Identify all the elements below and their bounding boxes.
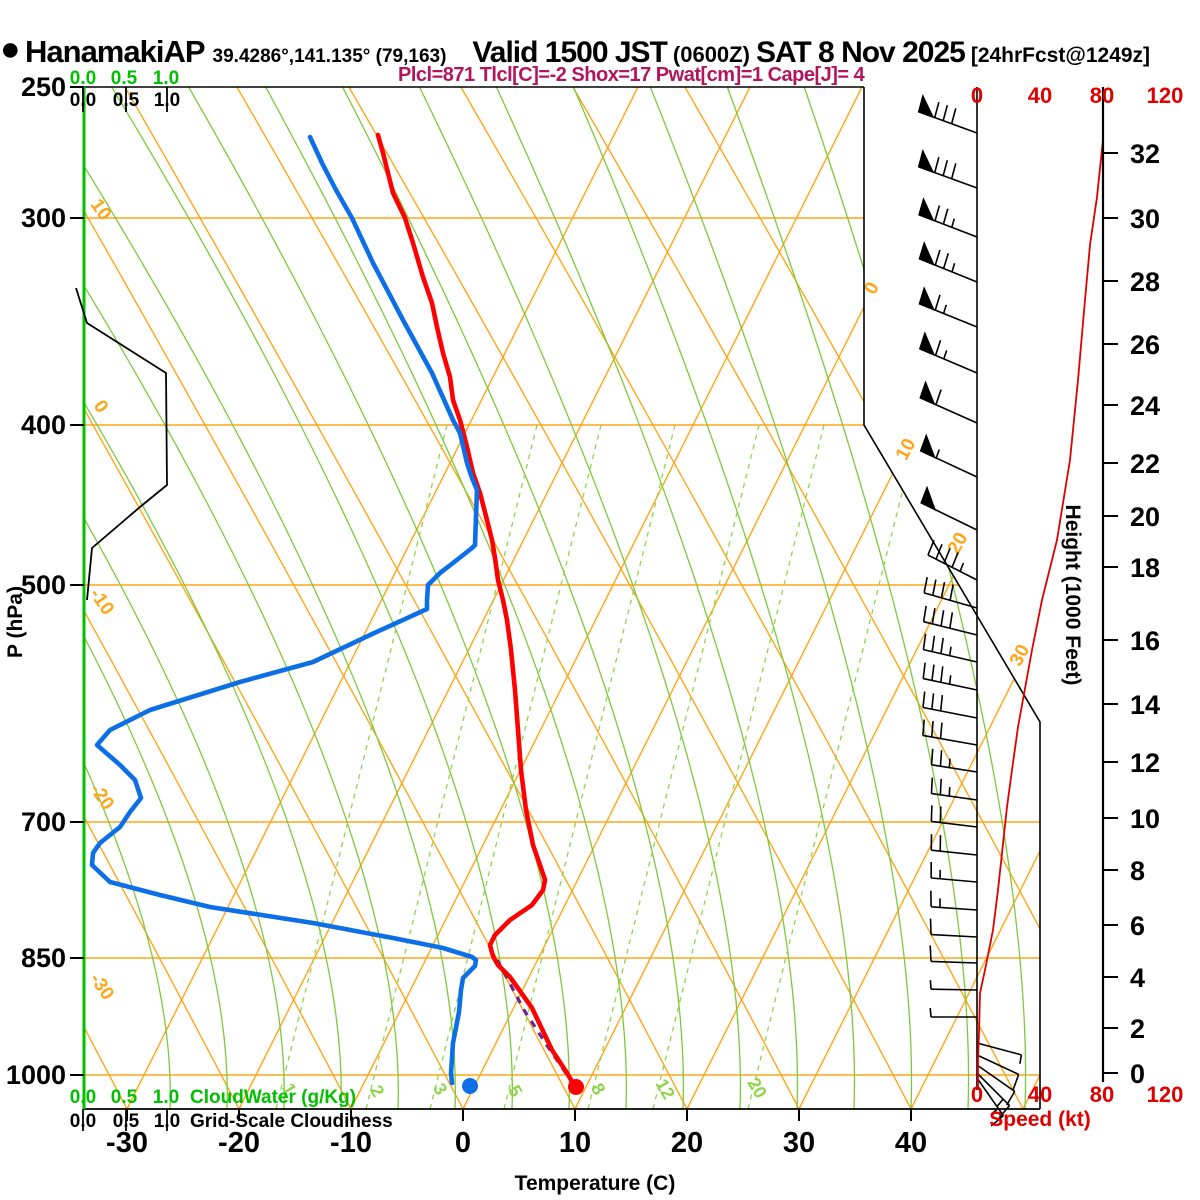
cloud-scales: 0.00.00.00.00.50.50.50.51.01.01.01.0Clou… (70, 68, 393, 1132)
pressure-tick-label: 300 (21, 203, 66, 233)
speed-tick-label-bottom: 80 (1090, 1082, 1114, 1107)
svg-text:0.0: 0.0 (70, 1087, 96, 1108)
svg-text:1.0: 1.0 (153, 68, 179, 89)
speed-tick-label-top: 0 (971, 83, 983, 108)
cloudiness-axis-title: Grid-Scale Cloudiness (190, 1111, 393, 1132)
temperature-tick-label: -20 (218, 1127, 260, 1159)
svg-text:3: 3 (429, 1080, 451, 1099)
plot-frame (82, 86, 1041, 1110)
height-tick-label: 0 (1130, 1059, 1145, 1089)
temperature-axis-title: Temperature (C) (515, 1172, 676, 1195)
isotherm-lines (126, 87, 1040, 1109)
temperature-axis: -30 -20 -10 0 10 20 30 40 Temperature (C) (106, 1109, 927, 1195)
svg-text:-30: -30 (85, 970, 118, 1005)
svg-text:8: 8 (587, 1080, 609, 1099)
forecast-lead-badge: [24hrFcst@1249z] (970, 44, 1151, 67)
station-coordinates: 39.4286°,141.135° (79,163) (212, 46, 447, 67)
svg-text:20: 20 (744, 1074, 771, 1101)
surface-dewpoint-dot (462, 1078, 478, 1094)
isobar-lines (84, 217, 1040, 1076)
height-tick-label: 26 (1130, 330, 1160, 360)
chart-header: ● HanamakiAP 39.4286°,141.135° (79,163) Va… (0, 30, 1200, 70)
speed-tick-label-bottom: 120 (1147, 1082, 1184, 1107)
moist-adiabat-lines (84, 87, 1027, 1109)
temperature-tick-label: -10 (330, 1127, 372, 1159)
svg-text:10: 10 (892, 435, 920, 464)
height-tick-label: 14 (1130, 690, 1160, 720)
valid-time: Valid 1500 JST (472, 36, 667, 69)
temperature-tick-label: -30 (106, 1127, 148, 1159)
height-tick-label: 32 (1130, 139, 1160, 169)
valid-time-utc: (0600Z) (672, 42, 750, 67)
height-tick-label: 22 (1130, 449, 1160, 479)
height-tick-label: 24 (1130, 391, 1160, 421)
surface-temperature-dot (568, 1079, 584, 1095)
wind-barbs (917, 87, 1023, 1127)
height-tick-label: 18 (1130, 553, 1160, 583)
height-tick-label: 4 (1130, 963, 1145, 993)
temperature-tick-label: 0 (455, 1127, 471, 1159)
wind-speed-profile (977, 139, 1104, 1090)
height-tick-label: 2 (1130, 1014, 1145, 1044)
speed-axis-title: Speed (kt) (989, 1108, 1091, 1131)
height-tick-label: 16 (1130, 626, 1160, 656)
pressure-tick-label: 250 (21, 72, 66, 102)
svg-text:0.0: 0.0 (70, 68, 96, 89)
height-tick-label: 6 (1130, 911, 1145, 941)
temperature-tick-label: 30 (783, 1127, 815, 1159)
pressure-tick-label: 400 (21, 410, 66, 440)
speed-tick-label-top: 40 (1028, 83, 1052, 108)
pressure-tick-label: 700 (21, 807, 66, 837)
speed-tick-label-top: 120 (1147, 83, 1184, 108)
pressure-tick-label: 850 (21, 943, 66, 973)
svg-text:0.5: 0.5 (111, 1087, 138, 1108)
skewt-grid (84, 87, 1040, 1109)
pressure-axis: 250 300 400 500 700 850 1000 P (hPa) (4, 72, 84, 1090)
svg-text:10: 10 (86, 195, 115, 224)
svg-text:0: 0 (89, 396, 112, 417)
height-tick-label: 12 (1130, 748, 1160, 778)
dewpoint-curve (89, 134, 480, 1086)
svg-text:0.5: 0.5 (111, 68, 138, 89)
svg-text:-10: -10 (85, 585, 118, 620)
speed-tick-label-bottom: 0 (971, 1082, 983, 1107)
pressure-axis-title: P (hPa) (4, 586, 27, 658)
station-bullet-icon: ● (0, 30, 21, 68)
cloudwater-axis-title: CloudWater (g/Kg) (190, 1087, 356, 1108)
station-name: HanamakiAP (25, 34, 206, 69)
temperature-tick-label: 40 (895, 1127, 927, 1159)
temperature-tick-label: 20 (671, 1127, 703, 1159)
svg-text:-20: -20 (85, 780, 118, 815)
svg-text:1.0: 1.0 (153, 1087, 179, 1108)
sounding-profiles (75, 132, 584, 1095)
height-tick-label: 20 (1130, 502, 1160, 532)
speed-tick-label-top: 80 (1090, 83, 1114, 108)
temperature-curve (375, 132, 577, 1088)
height-tick-label: 8 (1130, 856, 1145, 886)
mixing-ratio-lines (275, 424, 920, 1109)
valid-date: SAT 8 Nov 2025 (755, 36, 966, 69)
height-tick-label: 30 (1130, 204, 1160, 234)
grid-scale-cloudiness-profile (75, 287, 168, 601)
height-axis-title: Height (1000 Feet) (1061, 505, 1084, 686)
temperature-tick-label: 10 (559, 1127, 591, 1159)
height-tick-label: 28 (1130, 267, 1160, 297)
height-tick-label: 10 (1130, 804, 1160, 834)
pressure-tick-label: 500 (21, 570, 66, 600)
pressure-tick-label: 1000 (6, 1060, 66, 1090)
speed-tick-label-bottom: 40 (1028, 1082, 1052, 1107)
stability-indices: Plcl=871 Tlcl[C]=-2 Shox=17 Pwat[cm]=1 C… (398, 64, 865, 86)
